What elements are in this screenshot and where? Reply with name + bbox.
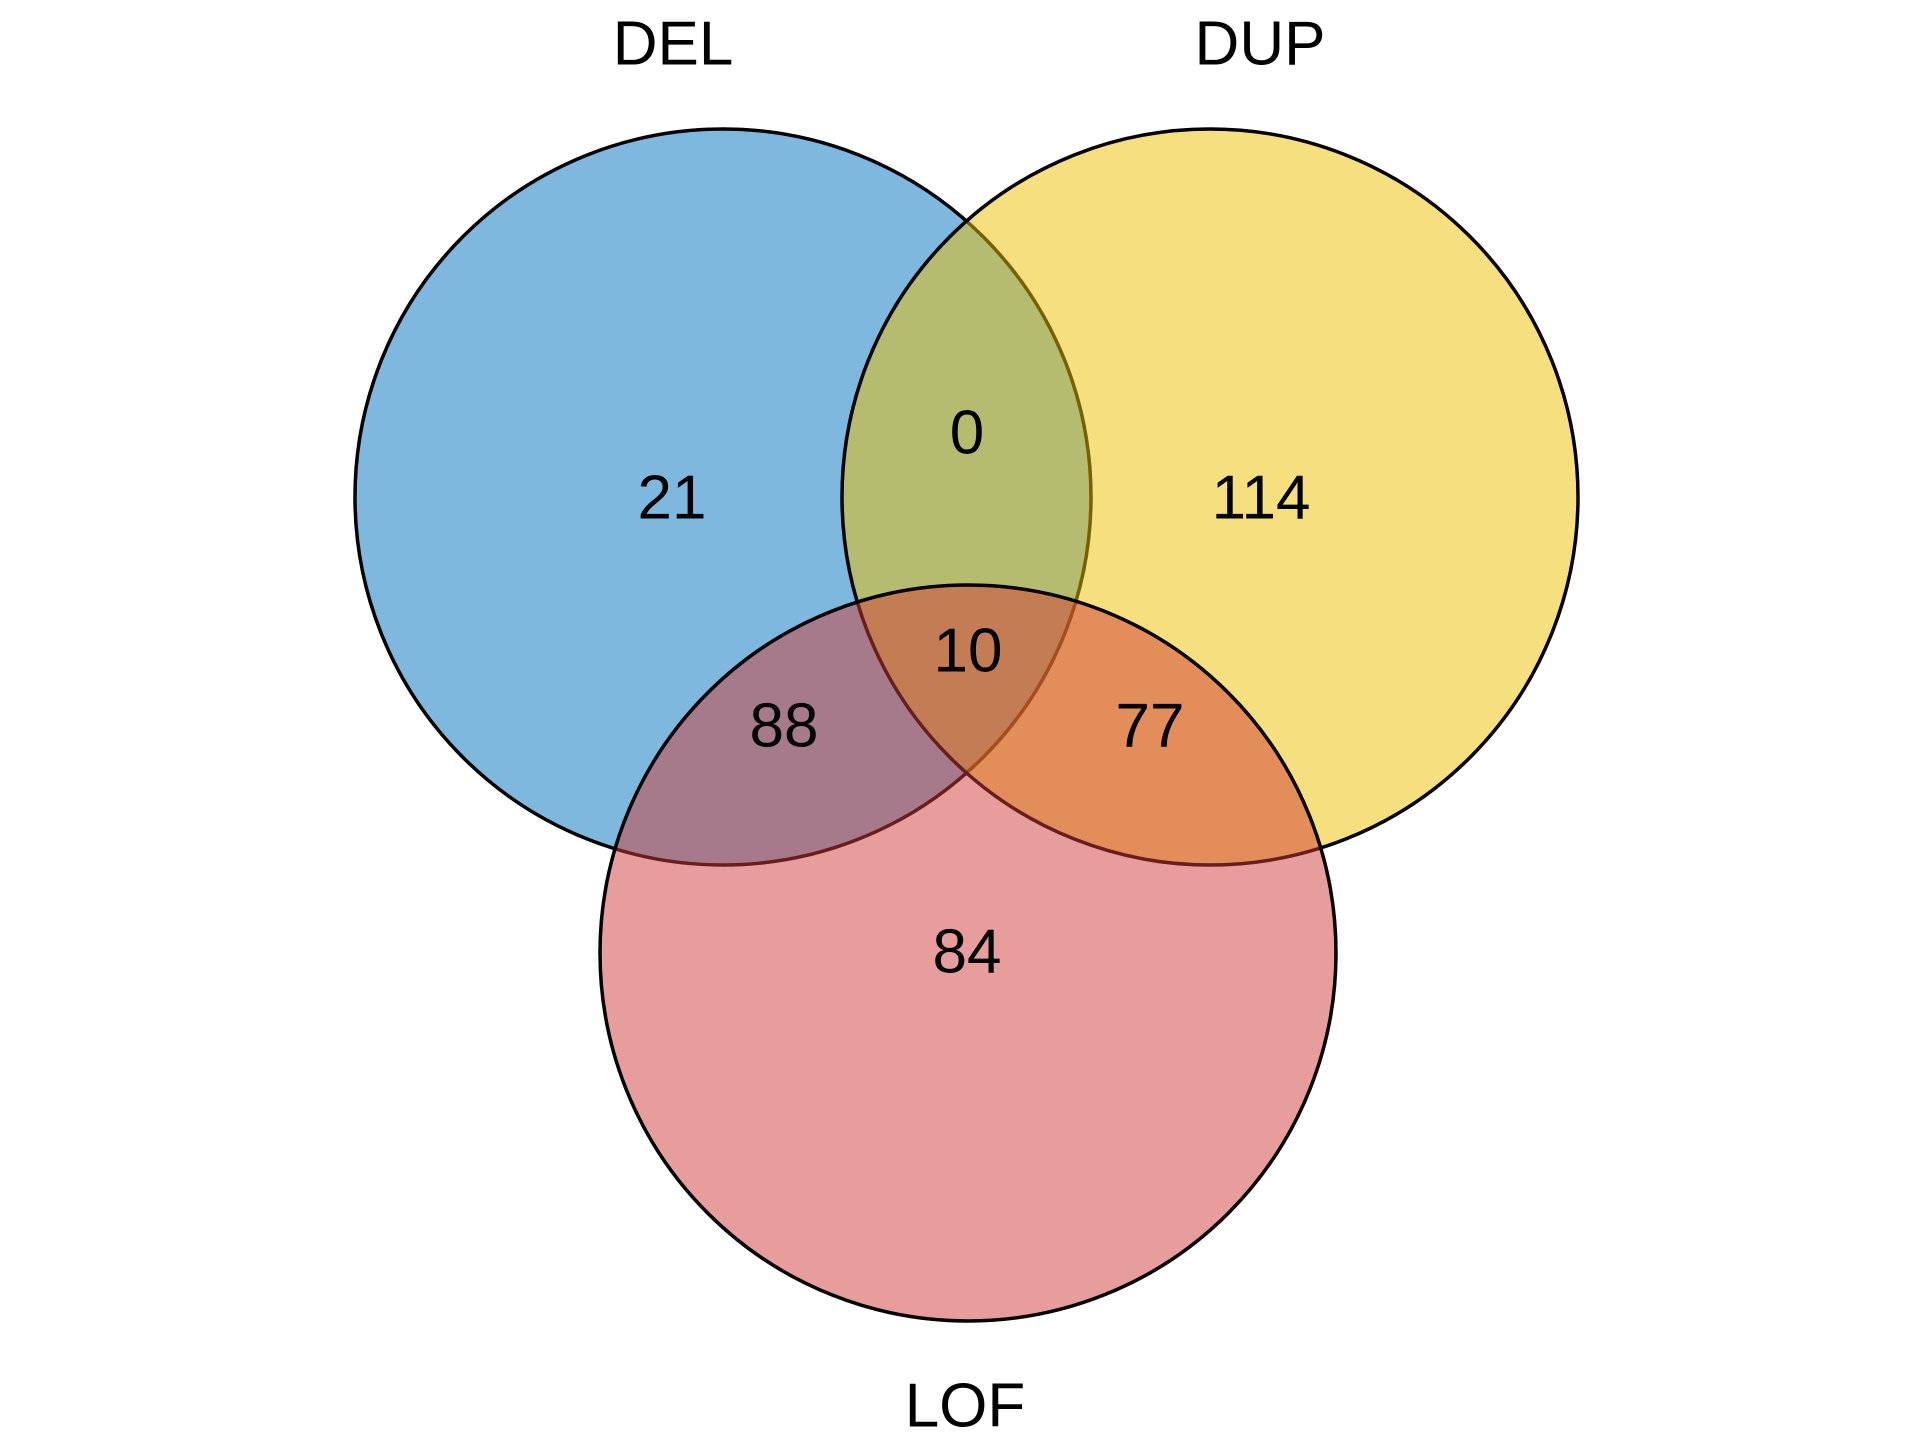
region-count-dup-lof: 77 bbox=[1116, 691, 1185, 760]
region-count-del-dup: 0 bbox=[950, 398, 984, 467]
region-count-all-three: 10 bbox=[934, 616, 1003, 685]
region-count-dup-only: 114 bbox=[1212, 463, 1311, 532]
set-label-del: DEL bbox=[613, 9, 734, 78]
region-count-del-lof: 88 bbox=[750, 691, 819, 760]
set-label-lof: LOF bbox=[905, 1371, 1026, 1440]
set-label-dup: DUP bbox=[1195, 9, 1326, 78]
region-count-del-only: 21 bbox=[638, 463, 707, 532]
set-circle-lof bbox=[598, 583, 1338, 1323]
region-count-lof-only: 84 bbox=[933, 917, 1002, 986]
